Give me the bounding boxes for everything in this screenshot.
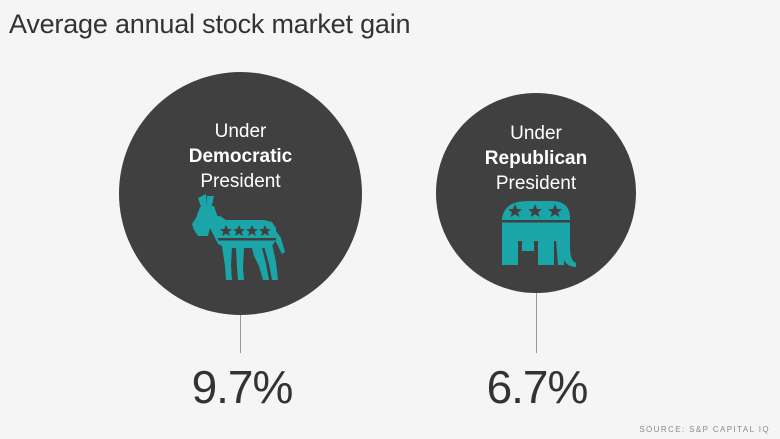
republican-connector [536,293,537,353]
republican-label-line-2: Republican [484,148,588,169]
democratic-bubble: Under Democratic President [119,72,362,315]
elephant-icon [502,201,576,267]
donkey-icon [192,194,285,280]
democratic-label-line-3: President [200,171,281,192]
republican-label-line-1: Under [510,123,562,144]
democratic-connector [240,315,241,353]
chart-title: Average annual stock market gain [9,9,411,39]
democratic-label-line-2: Democratic [188,146,293,167]
republican-value: 6.7% [486,361,589,413]
republican-label-line-3: President [495,173,577,194]
republican-bubble: Under Republican President [436,93,636,293]
democratic-value: 9.7% [191,361,294,413]
democratic-label-line-1: Under [214,121,267,142]
source-note: SOURCE: S&P CAPITAL IQ [639,425,770,434]
